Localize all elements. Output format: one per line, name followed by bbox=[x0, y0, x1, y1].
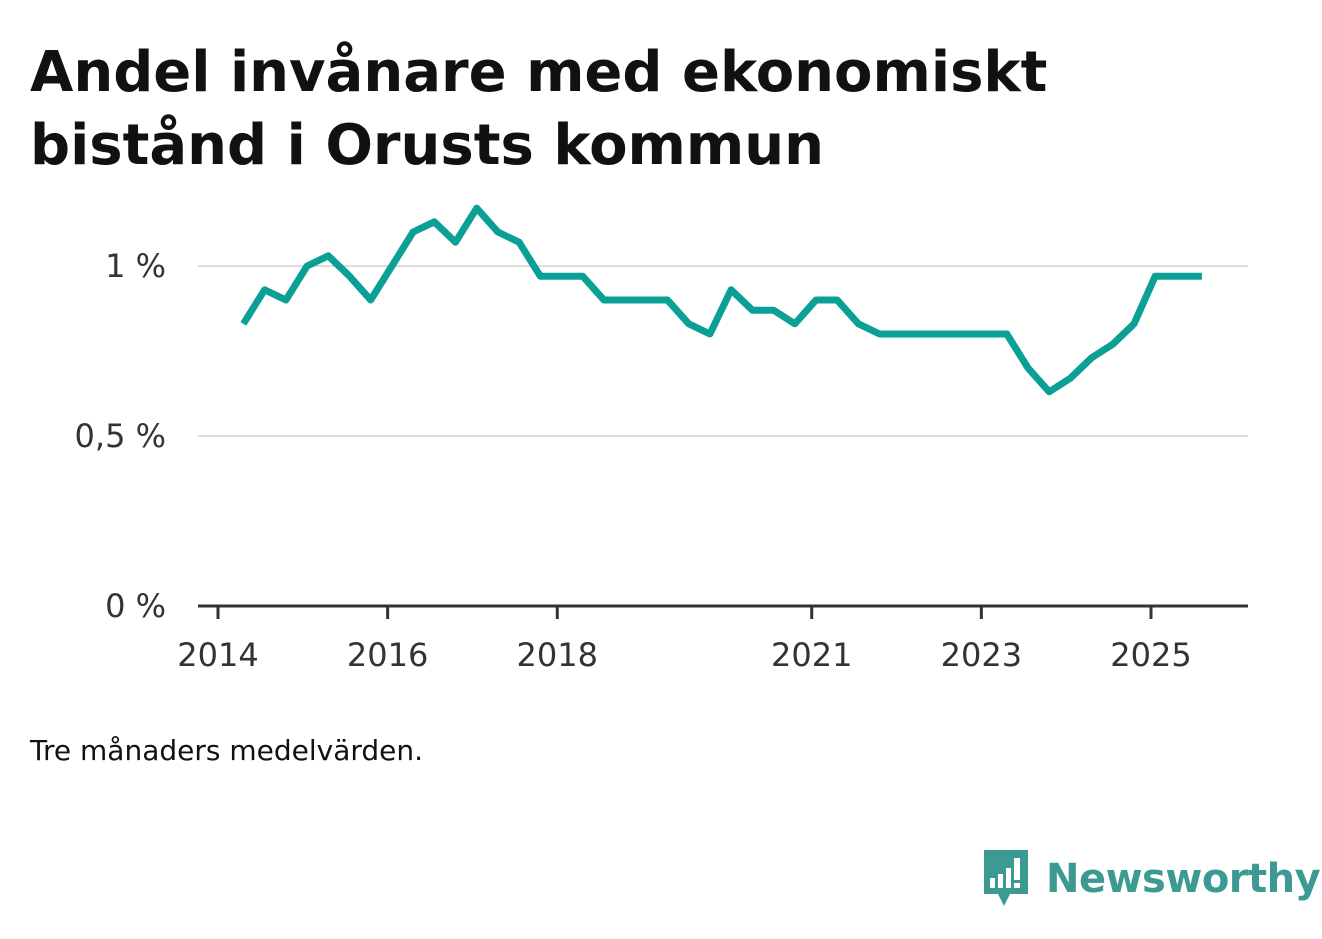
y-tick-label: 0,5 % bbox=[75, 417, 166, 455]
newsworthy-logo-icon bbox=[984, 850, 1028, 906]
y-tick-label: 0 % bbox=[105, 587, 166, 625]
x-tick-label: 2016 bbox=[347, 636, 428, 674]
chart-note: Tre månaders medelvärden. bbox=[30, 734, 424, 767]
brand-logo[interactable]: Newsworthy bbox=[980, 848, 1321, 910]
series-line-0 bbox=[240, 204, 1202, 396]
x-axis: 2014 2016 2018 2021 2023 2025 bbox=[177, 604, 1248, 674]
x-tick-label: 2018 bbox=[517, 636, 598, 674]
x-tick-label: 2025 bbox=[1110, 636, 1191, 674]
x-tick-label: 2023 bbox=[941, 636, 1022, 674]
gridlines bbox=[198, 265, 1248, 437]
series-layer bbox=[240, 204, 1202, 396]
brand-name: Newsworthy bbox=[1046, 856, 1321, 902]
y-axis-ticks: 0 % 0,5 % 1 % bbox=[75, 247, 166, 625]
chart-title-line-2: bistånd i Orusts kommun bbox=[30, 113, 824, 178]
chart-title: Andel invånare med ekonomiskt bistånd i … bbox=[30, 36, 1230, 182]
chart-title-line-1: Andel invånare med ekonomiskt bbox=[30, 40, 1048, 105]
x-tick-label: 2014 bbox=[177, 636, 258, 674]
x-tick-label: 2021 bbox=[771, 636, 852, 674]
y-tick-label: 1 % bbox=[105, 247, 166, 285]
